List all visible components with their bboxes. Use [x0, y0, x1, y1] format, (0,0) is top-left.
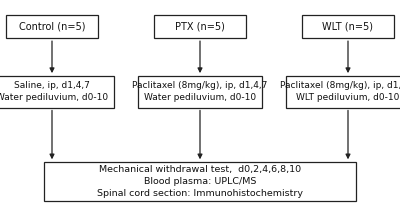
- FancyBboxPatch shape: [302, 15, 394, 38]
- Text: PTX (n=5): PTX (n=5): [175, 21, 225, 32]
- FancyBboxPatch shape: [6, 15, 98, 38]
- FancyBboxPatch shape: [0, 76, 114, 108]
- FancyBboxPatch shape: [154, 15, 246, 38]
- FancyBboxPatch shape: [286, 76, 400, 108]
- FancyBboxPatch shape: [44, 162, 356, 201]
- FancyBboxPatch shape: [138, 76, 262, 108]
- Text: Saline, ip, d1,4,7
Water pediluvium, d0-10: Saline, ip, d1,4,7 Water pediluvium, d0-…: [0, 81, 108, 102]
- Text: Control (n=5): Control (n=5): [19, 21, 85, 32]
- Text: Mechanical withdrawal test,  d0,2,4,6,8,10
Blood plasma: UPLC/MS
Spinal cord sec: Mechanical withdrawal test, d0,2,4,6,8,1…: [97, 165, 303, 198]
- Text: Paclitaxel (8mg/kg), ip, d1,4,7
WLT pediluvium, d0-10: Paclitaxel (8mg/kg), ip, d1,4,7 WLT pedi…: [280, 81, 400, 102]
- Text: WLT (n=5): WLT (n=5): [322, 21, 374, 32]
- Text: Paclitaxel (8mg/kg), ip, d1,4,7
Water pediluvium, d0-10: Paclitaxel (8mg/kg), ip, d1,4,7 Water pe…: [132, 81, 268, 102]
